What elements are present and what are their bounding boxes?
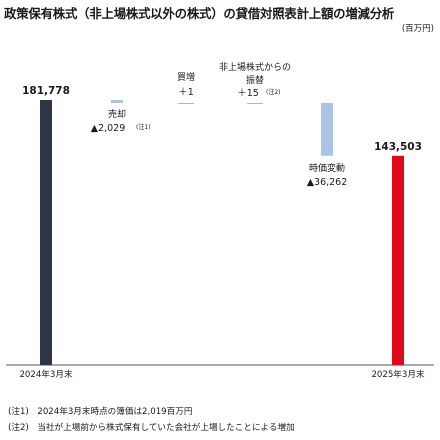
bar-start xyxy=(40,100,52,365)
value-label-market: ▲36,262 xyxy=(307,177,348,188)
bar-transfer xyxy=(247,102,263,104)
bar-market xyxy=(321,102,333,156)
value-label-sale: ▲2,029 xyxy=(91,123,126,134)
caption-market: 時価変動 xyxy=(309,162,345,174)
footnotes: (注1) 2024年3月末時点の簿価は2,019百万円 (注2) 当社が上場前か… xyxy=(8,404,295,436)
chart-title: 政策保有株式（非上場株式以外の株式）の貸借対照表計上額の増減分析 xyxy=(4,6,395,21)
category-label-end: 2025年3月末 xyxy=(371,368,425,380)
caption-transfer-line2: 振替 xyxy=(246,74,264,86)
category-label-start: 2024年3月末 xyxy=(19,368,73,380)
note-marker-sale: (注1) xyxy=(136,123,151,131)
caption-sale: 売却 xyxy=(108,108,126,120)
waterfall-chart: 181,778 2024年3月末 143,503 2025年3月末 売却 ▲2,029 (注… xyxy=(6,61,434,380)
bar-end xyxy=(392,155,404,365)
value-label-buy: ＋1 xyxy=(178,87,194,98)
note-marker-transfer: (注2) xyxy=(266,88,281,96)
caption-buy: 買増 xyxy=(177,71,195,83)
value-label-start: 181,778 xyxy=(22,85,70,97)
unit-label: (百万円) xyxy=(401,24,434,34)
value-label-transfer: ＋15 xyxy=(237,88,259,99)
bar-sale xyxy=(111,100,123,103)
caption-transfer-line1: 非上場株式からの xyxy=(219,61,291,73)
value-label-end: 143,503 xyxy=(374,141,422,153)
footnote-2: (注2) 当社が上場前から株式保有していた会社が上場したことによる増加 xyxy=(8,423,295,433)
bar-buy xyxy=(178,102,194,104)
footnote-1: (注1) 2024年3月末時点の簿価は2,019百万円 xyxy=(8,407,193,417)
